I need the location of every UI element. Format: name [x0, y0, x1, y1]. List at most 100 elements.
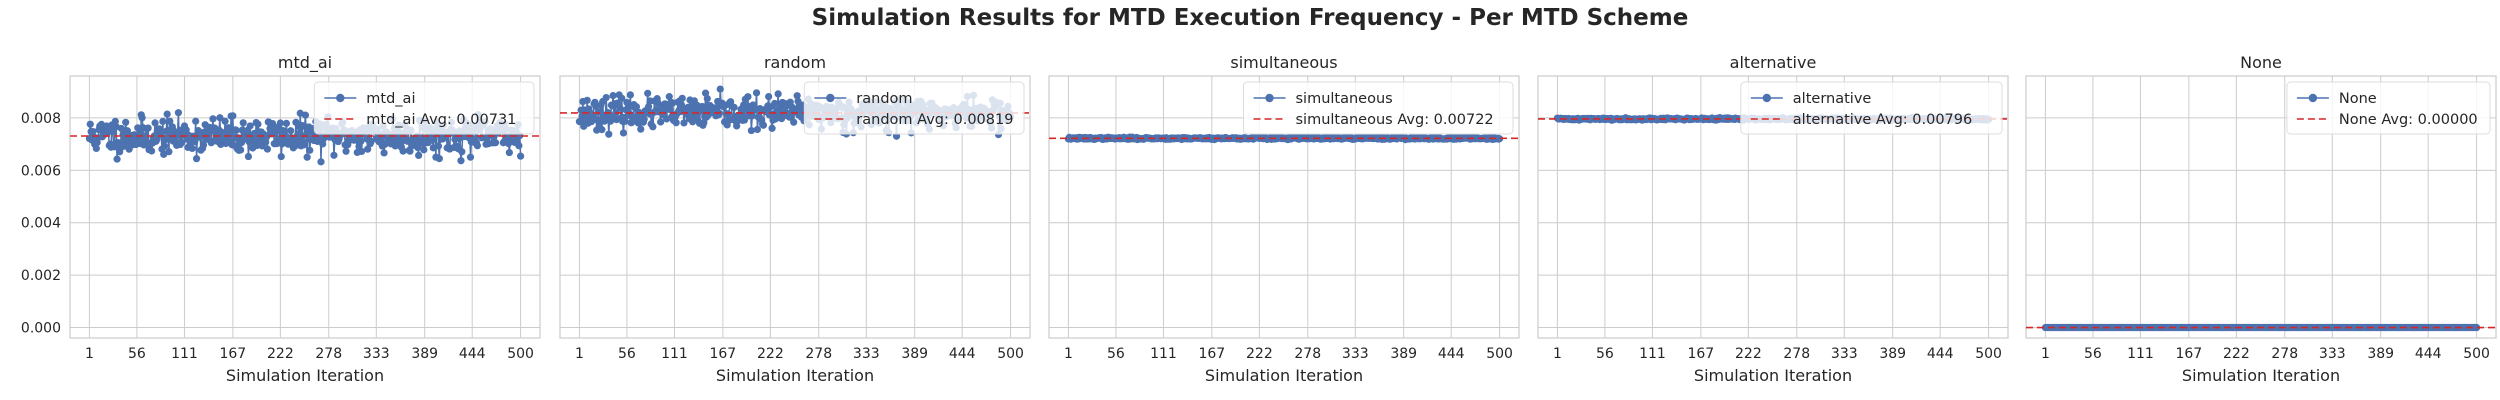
- legend: random random Avg: 0.00819: [803, 81, 1025, 135]
- data-point: [239, 119, 247, 127]
- data-point: [188, 144, 196, 153]
- data-point: [276, 119, 284, 127]
- data-point: [765, 93, 773, 101]
- data-point: [151, 119, 159, 127]
- data-point: [138, 114, 146, 122]
- data-point: [752, 89, 761, 97]
- gridlines: [560, 76, 1030, 338]
- data-point: [237, 146, 245, 154]
- x-tick-label: 333: [363, 346, 390, 362]
- data-point: [748, 112, 756, 120]
- legend-series-marker: [1762, 93, 1772, 103]
- data-point: [605, 130, 613, 138]
- y-tick-label: 0.006: [21, 163, 61, 179]
- data-point: [744, 93, 752, 101]
- data-point: [254, 120, 262, 128]
- data-point: [111, 117, 119, 125]
- x-tick-label: 500: [2463, 346, 2490, 362]
- x-tick-label: 278: [805, 346, 832, 362]
- x-tick-label: 222: [1735, 346, 1762, 362]
- legend-series-marker: [2308, 93, 2318, 103]
- subplot-none: None 1 56 111 167 222 278 333 389 444 500 Simulatio…: [2025, 53, 2497, 385]
- data-point: [224, 124, 233, 132]
- x-tick-label: 111: [1150, 346, 1177, 362]
- legend-series-label: random: [856, 91, 912, 107]
- data-point: [178, 139, 186, 147]
- data-point: [269, 119, 277, 128]
- data-point: [665, 93, 673, 101]
- x-axis-label: Simulation Iteration: [2182, 366, 2340, 385]
- x-axis-label: Simulation Iteration: [1205, 366, 1363, 385]
- x-tick-label: 167: [219, 346, 246, 362]
- y-tick-label: 0.008: [21, 111, 61, 127]
- x-tick-label: 56: [618, 346, 636, 362]
- data-point: [491, 139, 500, 147]
- x-tick-label: 278: [1783, 346, 1810, 362]
- data-point: [166, 117, 174, 125]
- legend-average-label: None Avg: 0.00000: [2339, 112, 2478, 128]
- legend-average-label: mtd_ai Avg: 0.00731: [366, 112, 516, 128]
- data-point: [246, 122, 254, 130]
- subplot-alternative: alternative 1 56 111 167 222 278 333 389 444 500 Si…: [1537, 53, 2009, 385]
- subplot-title: simultaneous: [1230, 53, 1337, 72]
- data-point: [216, 114, 224, 122]
- data-point: [306, 146, 314, 154]
- plot-frame: [1537, 75, 2009, 339]
- data-point: [640, 115, 648, 123]
- x-tick-label: 1: [575, 346, 584, 362]
- x-tick-label: 500: [507, 346, 534, 362]
- data-point: [616, 104, 624, 112]
- legend: None None Avg: 0.00000: [2286, 81, 2491, 135]
- x-tick-label: 111: [171, 346, 198, 362]
- plot-frame: [559, 75, 1031, 339]
- data-point: [716, 85, 724, 93]
- data-point: [594, 108, 603, 116]
- data-point: [396, 135, 405, 144]
- data-point: [753, 125, 762, 134]
- data-point: [122, 118, 130, 126]
- data-point: [759, 121, 768, 129]
- x-tick-label: 222: [757, 346, 784, 362]
- data-point: [218, 128, 226, 136]
- x-tick-label: 278: [1294, 346, 1321, 362]
- x-tick-label: 111: [1639, 346, 1666, 362]
- x-tick-label: 222: [267, 346, 294, 362]
- data-point: [141, 132, 150, 140]
- x-tick-label: 278: [2271, 346, 2298, 362]
- data-point: [505, 148, 513, 157]
- data-point: [244, 152, 252, 161]
- x-tick-label: 444: [2415, 346, 2442, 362]
- data-point: [300, 141, 308, 149]
- data-point: [144, 124, 152, 132]
- data-point: [649, 123, 657, 131]
- data-point: [428, 135, 437, 143]
- data-point: [287, 127, 295, 135]
- data-point: [263, 145, 272, 153]
- legend-box: [1243, 81, 1514, 135]
- data-point: [672, 119, 680, 127]
- data-point: [793, 92, 801, 100]
- subplot-grid: mtd_ai1 56 111 167 222 278 333 389 444 5000.0000.…: [21, 53, 2497, 385]
- legend-series-marker: [336, 93, 345, 103]
- x-tick-label: 389: [901, 346, 928, 362]
- data-point: [473, 142, 481, 150]
- data-point: [342, 147, 350, 155]
- data-point: [303, 153, 311, 161]
- data-point: [619, 129, 628, 137]
- data-point: [135, 129, 144, 137]
- data-point: [1496, 135, 1504, 143]
- subplot-title: mtd_ai: [278, 53, 332, 73]
- data-point: [192, 155, 201, 163]
- data-point: [678, 94, 686, 102]
- x-tick-label: 333: [1342, 346, 1369, 362]
- x-tick-label: 444: [1927, 346, 1954, 362]
- subplot-title: None: [2240, 53, 2282, 72]
- data-point: [192, 117, 200, 125]
- data-point: [583, 96, 591, 104]
- data-point: [435, 155, 443, 163]
- subplot-random: random 1 56 111 167 222 278 333 389 444 500 Simulat…: [559, 53, 1031, 385]
- data-point: [515, 142, 523, 150]
- data-point: [434, 142, 443, 150]
- data-point: [92, 144, 100, 153]
- data-point: [458, 148, 466, 156]
